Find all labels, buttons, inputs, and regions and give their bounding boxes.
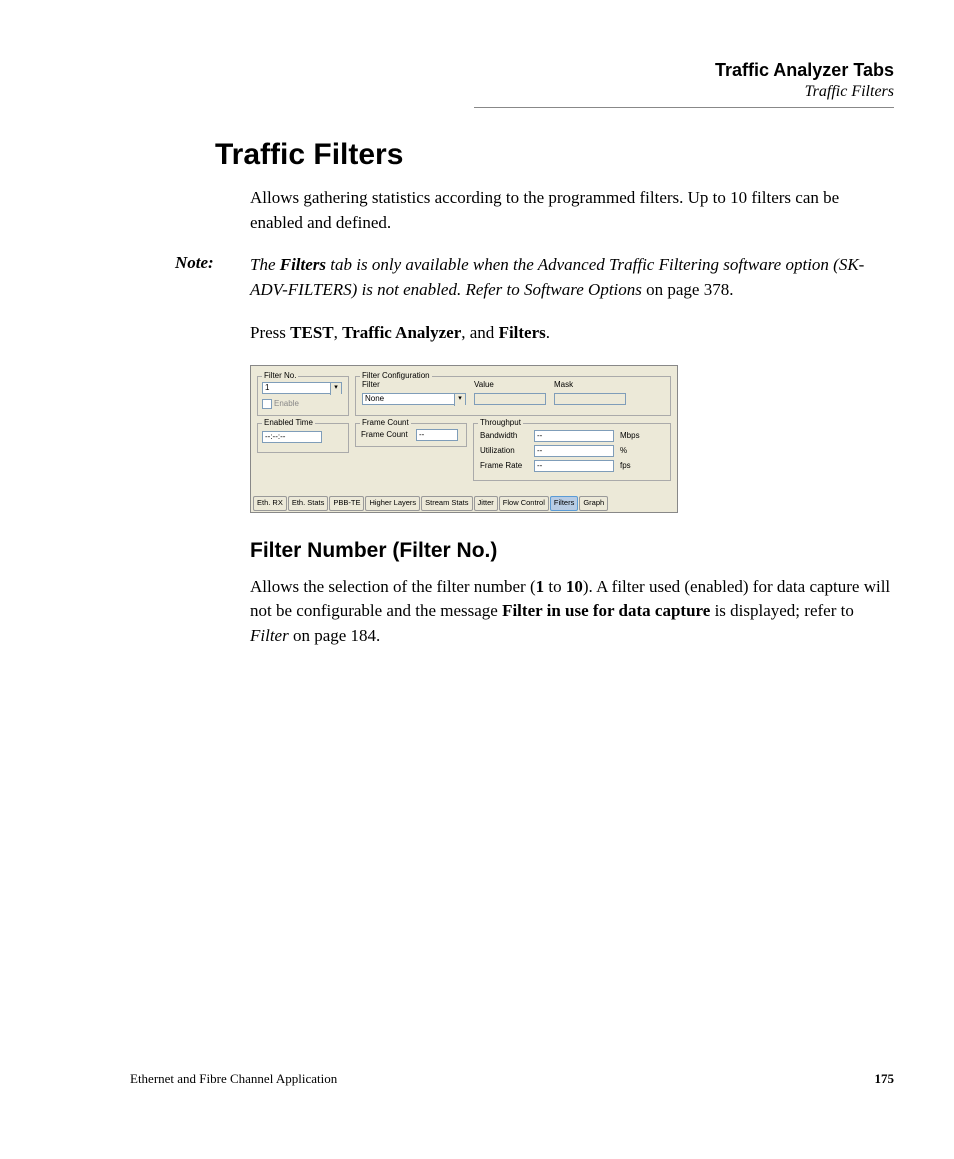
p1-mid1: to	[544, 577, 566, 596]
header-title: Traffic Analyzer Tabs	[130, 60, 894, 81]
throughput-row-value-0: --	[534, 430, 614, 442]
header-subtitle: Traffic Filters	[130, 83, 894, 101]
frame-count-label: Frame Count	[361, 430, 408, 439]
subsection-body: Allows the selection of the filter numbe…	[250, 575, 894, 649]
tab-row: Eth. RX Eth. Stats PBB-TE Higher Layers …	[253, 496, 675, 511]
throughput-row-unit-0: Mbps	[620, 431, 640, 440]
p1-i1: Filter	[250, 626, 289, 645]
throughput-row-value-1: --	[534, 445, 614, 457]
section-intro: Allows gathering statistics according to…	[250, 186, 894, 235]
note-label: Note:	[175, 253, 235, 273]
tab-pbb-te[interactable]: PBB-TE	[329, 496, 364, 511]
filter-config-group: Filter Configuration Filter Value Mask N…	[355, 376, 671, 416]
page-header: Traffic Analyzer Tabs Traffic Filters	[130, 60, 894, 101]
throughput-group-label: Throughput	[478, 418, 523, 427]
note-bold: Filters	[280, 255, 326, 274]
footer-page-number: 175	[875, 1071, 895, 1087]
header-rule	[474, 107, 894, 108]
press-b1: TEST	[290, 323, 333, 342]
throughput-row-unit-1: %	[620, 446, 627, 455]
throughput-row-label-0: Bandwidth	[480, 431, 534, 440]
p1-mid3: is displayed; refer to	[710, 601, 854, 620]
filter-no-value: 1	[265, 383, 269, 392]
value-input[interactable]	[474, 393, 546, 405]
enabled-time-group-label: Enabled Time	[262, 418, 315, 427]
press-line: Press TEST, Traffic Analyzer, and Filter…	[250, 323, 894, 343]
throughput-row-label-1: Utilization	[480, 446, 534, 455]
press-s1: ,	[334, 323, 343, 342]
frame-count-group: Frame Count Frame Count --	[355, 423, 467, 447]
throughput-row-unit-2: fps	[620, 461, 631, 470]
frame-count-value: --	[416, 429, 458, 441]
value-label: Value	[474, 380, 494, 389]
filter-select[interactable]: None ▾	[362, 393, 466, 405]
chevron-down-icon[interactable]: ▾	[330, 383, 341, 395]
note-block: Note: The Filters tab is only available …	[175, 253, 894, 302]
p1-pre: Allows the selection of the filter numbe…	[250, 577, 536, 596]
press-pre: Press	[250, 323, 290, 342]
filter-label: Filter	[362, 380, 380, 389]
press-s2: , and	[461, 323, 498, 342]
filter-no-group: Filter No. 1 ▾ Enable	[257, 376, 349, 416]
mask-label: Mask	[554, 380, 573, 389]
throughput-row-value-2: --	[534, 460, 614, 472]
tab-flow-control[interactable]: Flow Control	[499, 496, 549, 511]
enabled-time-value: --:--:--	[262, 431, 322, 443]
tab-filters[interactable]: Filters	[550, 496, 578, 511]
chevron-down-icon[interactable]: ▾	[454, 394, 465, 406]
tab-eth-stats[interactable]: Eth. Stats	[288, 496, 329, 511]
p1-b3: Filter in use for data capture	[502, 601, 710, 620]
tab-jitter[interactable]: Jitter	[474, 496, 498, 511]
p1-b2: 10	[566, 577, 583, 596]
frame-count-group-label: Frame Count	[360, 418, 411, 427]
subsection-title: Filter Number (Filter No.)	[250, 539, 894, 563]
mask-input[interactable]	[554, 393, 626, 405]
app-window: Filter No. 1 ▾ Enable Enabled Time	[250, 365, 678, 513]
press-end: .	[546, 323, 550, 342]
enable-label: Enable	[274, 399, 299, 408]
enable-checkbox[interactable]	[262, 399, 272, 409]
press-b2: Traffic Analyzer	[342, 323, 461, 342]
tab-graph[interactable]: Graph	[579, 496, 608, 511]
note-mid: tab is only available when the Advanced …	[250, 255, 864, 299]
filter-select-value: None	[365, 394, 384, 403]
enabled-time-group: Enabled Time --:--:--	[257, 423, 349, 453]
throughput-row-label-2: Frame Rate	[480, 461, 534, 470]
note-pre: The	[250, 255, 280, 274]
tab-higher-layers[interactable]: Higher Layers	[365, 496, 420, 511]
press-b3: Filters	[499, 323, 546, 342]
section-title: Traffic Filters	[215, 138, 894, 172]
app-screenshot: Filter No. 1 ▾ Enable Enabled Time	[250, 365, 894, 513]
filter-no-select[interactable]: 1 ▾	[262, 382, 342, 394]
p1-b1: 1	[536, 577, 545, 596]
p1-end: on page 184.	[289, 626, 381, 645]
page-footer: Ethernet and Fibre Channel Application 1…	[130, 1071, 894, 1087]
filter-no-group-label: Filter No.	[262, 371, 298, 380]
footer-left: Ethernet and Fibre Channel Application	[130, 1071, 337, 1087]
filter-config-group-label: Filter Configuration	[360, 371, 432, 380]
note-text: The Filters tab is only available when t…	[250, 253, 894, 302]
tab-eth-rx[interactable]: Eth. RX	[253, 496, 287, 511]
note-post: on page 378.	[642, 280, 734, 299]
throughput-group: Throughput Bandwidth -- Mbps Utilization…	[473, 423, 671, 481]
tab-stream-stats[interactable]: Stream Stats	[421, 496, 472, 511]
